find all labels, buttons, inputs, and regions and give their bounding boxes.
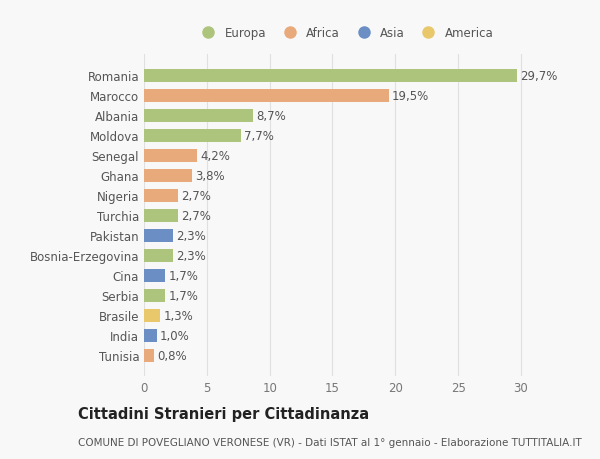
Bar — [144, 269, 166, 282]
Text: 1,0%: 1,0% — [160, 329, 190, 342]
Bar — [144, 329, 157, 342]
Text: 1,7%: 1,7% — [169, 289, 199, 302]
Bar — [144, 249, 173, 262]
Bar — [144, 189, 178, 202]
Bar — [144, 209, 178, 222]
Legend: Europa, Africa, Asia, America: Europa, Africa, Asia, America — [191, 22, 499, 45]
Text: Cittadini Stranieri per Cittadinanza: Cittadini Stranieri per Cittadinanza — [78, 406, 369, 421]
Bar — [144, 90, 389, 102]
Text: 1,3%: 1,3% — [163, 309, 193, 322]
Text: 19,5%: 19,5% — [392, 90, 430, 103]
Text: 3,8%: 3,8% — [195, 169, 224, 182]
Text: 0,8%: 0,8% — [157, 349, 187, 362]
Bar — [144, 309, 160, 322]
Bar — [144, 349, 154, 362]
Text: 4,2%: 4,2% — [200, 150, 230, 162]
Text: 29,7%: 29,7% — [520, 70, 557, 83]
Text: 2,3%: 2,3% — [176, 229, 206, 242]
Bar — [144, 229, 173, 242]
Text: 8,7%: 8,7% — [256, 110, 286, 123]
Bar — [144, 150, 197, 162]
Text: 7,7%: 7,7% — [244, 129, 274, 142]
Text: 2,7%: 2,7% — [181, 209, 211, 222]
Bar — [144, 169, 192, 182]
Bar — [144, 129, 241, 142]
Bar — [144, 110, 253, 123]
Text: COMUNE DI POVEGLIANO VERONESE (VR) - Dati ISTAT al 1° gennaio - Elaborazione TUT: COMUNE DI POVEGLIANO VERONESE (VR) - Dat… — [78, 437, 582, 447]
Text: 2,7%: 2,7% — [181, 189, 211, 202]
Text: 2,3%: 2,3% — [176, 249, 206, 262]
Bar — [144, 70, 517, 83]
Bar — [144, 289, 166, 302]
Text: 1,7%: 1,7% — [169, 269, 199, 282]
